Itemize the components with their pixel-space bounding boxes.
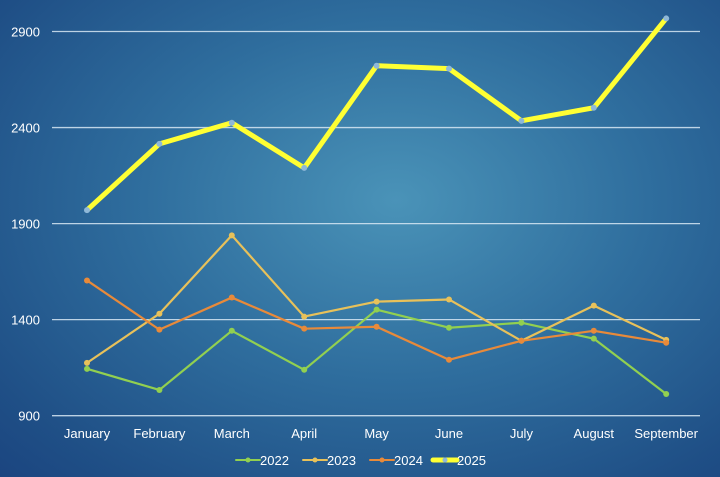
x-tick-label: August [574,426,615,441]
data-point [156,386,163,393]
y-tick-label: 2900 [11,25,40,40]
data-point [228,119,235,126]
data-point [590,335,597,342]
legend-label: 2024 [394,453,423,468]
data-point [446,65,452,72]
legend-marker [245,457,251,463]
data-point [590,327,597,334]
legend-item-2024: 2024 [369,453,423,468]
data-point [446,324,452,331]
data-point [156,326,163,333]
data-point [301,313,308,320]
series-2024 [84,277,670,363]
y-tick-label: 2400 [11,121,40,136]
data-point [373,62,380,69]
data-point [84,359,90,366]
series-line-2025 [85,16,669,212]
x-tick-label: September [634,426,698,441]
legend-item-2025: 2025 [430,453,486,468]
series-2023 [84,232,670,366]
data-point [301,164,308,171]
data-point [446,296,452,303]
data-point [228,232,235,239]
series-2025 [84,15,670,214]
data-point [373,323,380,330]
data-point [301,325,308,332]
x-tick-label: January [64,426,111,441]
legend-item-2023: 2023 [302,453,356,468]
x-tick-label: July [510,426,534,441]
x-tick-label: May [364,426,389,441]
x-tick-label: March [214,426,250,441]
data-point [446,356,452,363]
data-point [84,277,90,284]
y-tick-label: 1400 [11,313,40,328]
data-point [663,390,670,397]
data-point [373,306,380,313]
data-point [590,302,597,309]
data-point [301,366,308,373]
data-point [518,117,525,124]
y-tick-label: 900 [18,409,40,424]
data-point [84,207,90,214]
data-point [156,310,163,317]
x-tick-label: April [291,426,317,441]
legend-marker [442,457,448,463]
data-point [156,140,163,147]
legend-label: 2022 [260,453,289,468]
data-point [373,298,380,305]
data-point [663,15,670,22]
data-point [84,365,90,372]
legend-marker [379,457,385,463]
legend-label: 2025 [457,453,486,468]
x-tick-label: February [133,426,186,441]
data-point [590,104,597,111]
data-point [228,327,235,334]
legend-label: 2023 [327,453,356,468]
data-point [518,337,525,344]
legend-item-2022: 2022 [235,453,289,468]
y-tick-label: 1900 [11,217,40,232]
data-point [228,294,235,301]
legend-marker [312,457,318,463]
data-point [518,319,525,326]
data-point [663,339,670,346]
x-tick-label: June [435,426,463,441]
